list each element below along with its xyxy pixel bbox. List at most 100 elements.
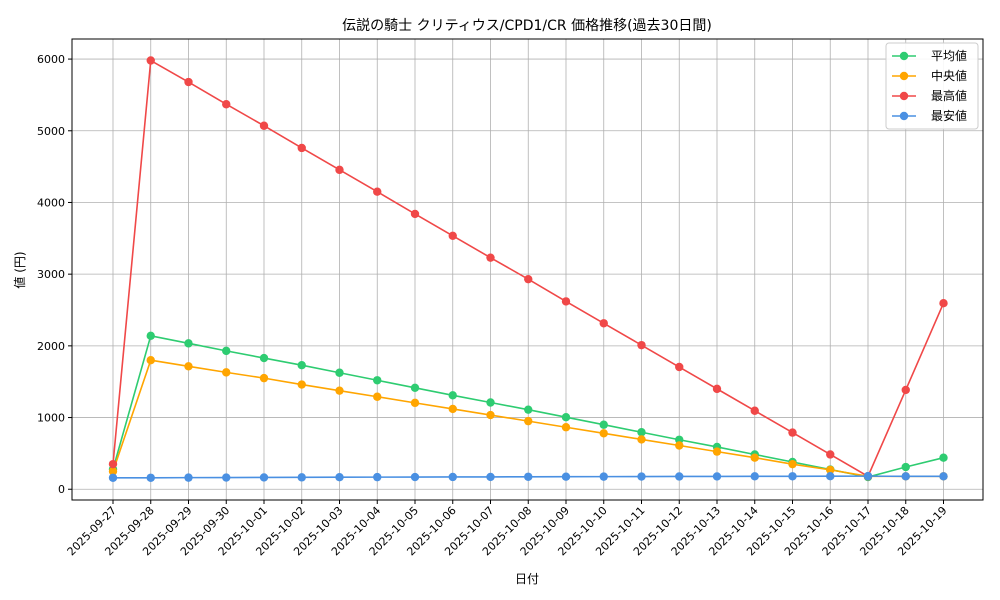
data-point bbox=[222, 346, 231, 356]
data-point bbox=[146, 473, 155, 482]
data-point bbox=[826, 450, 835, 459]
data-point bbox=[561, 472, 571, 481]
data-point bbox=[826, 465, 835, 475]
chart-title: 伝説の騎士 クリティウス/CPD1/CR 価格推移(過去30日間) bbox=[342, 18, 712, 34]
data-point bbox=[788, 428, 797, 437]
data-point bbox=[297, 143, 306, 153]
data-point bbox=[259, 353, 269, 363]
legend-swatch-marker bbox=[899, 91, 909, 101]
data-point bbox=[448, 404, 457, 414]
data-point bbox=[297, 361, 306, 370]
data-point bbox=[561, 412, 571, 422]
series-0 bbox=[108, 331, 948, 482]
data-point bbox=[599, 472, 608, 481]
data-point bbox=[373, 392, 382, 401]
data-point bbox=[788, 459, 797, 469]
series-layer bbox=[108, 56, 948, 482]
data-point bbox=[297, 473, 306, 482]
y-tick-label: 5000 bbox=[37, 125, 65, 138]
legend-swatch-marker bbox=[899, 71, 909, 81]
data-point bbox=[524, 274, 533, 284]
data-point bbox=[410, 398, 420, 408]
legend-item: 平均値 bbox=[892, 48, 967, 63]
y-tick-label: 6000 bbox=[37, 53, 65, 66]
data-point bbox=[675, 472, 684, 481]
legend-item: 中央値 bbox=[892, 68, 967, 83]
x-axis-label: 日付 bbox=[515, 572, 539, 586]
data-point bbox=[259, 473, 269, 482]
y-axis-ticks: 0 1000 2000 3000 4000 5000 6000 bbox=[37, 53, 72, 496]
plot-area bbox=[71, 38, 984, 501]
data-point bbox=[561, 297, 571, 306]
grid-lines bbox=[72, 39, 983, 500]
data-point bbox=[373, 472, 382, 482]
data-point bbox=[448, 472, 457, 482]
y-axis-label: 値 (円) bbox=[12, 251, 27, 288]
data-point bbox=[146, 56, 155, 65]
data-point bbox=[637, 472, 646, 481]
data-point bbox=[108, 459, 118, 469]
data-point bbox=[675, 362, 684, 372]
data-point bbox=[184, 362, 193, 371]
data-point bbox=[637, 340, 646, 350]
data-point bbox=[184, 339, 193, 348]
data-point bbox=[788, 472, 797, 481]
data-point bbox=[599, 429, 608, 438]
data-point bbox=[901, 472, 910, 481]
data-point bbox=[561, 423, 571, 432]
legend-swatch-marker bbox=[899, 51, 909, 61]
data-point bbox=[373, 187, 382, 196]
data-point bbox=[410, 472, 420, 482]
data-point bbox=[901, 462, 910, 472]
data-point bbox=[222, 368, 231, 377]
legend-label: 最高値 bbox=[931, 88, 967, 103]
data-point bbox=[410, 383, 420, 392]
data-point bbox=[939, 298, 948, 308]
y-tick-label: 1000 bbox=[37, 412, 65, 425]
data-point bbox=[108, 467, 118, 476]
data-point bbox=[524, 405, 533, 414]
data-point bbox=[901, 385, 910, 395]
data-point bbox=[373, 376, 382, 385]
data-point bbox=[675, 441, 684, 450]
data-point bbox=[335, 165, 344, 175]
data-point bbox=[939, 472, 948, 481]
data-point bbox=[486, 253, 495, 262]
data-point bbox=[637, 428, 646, 437]
data-point bbox=[599, 420, 608, 429]
data-point bbox=[146, 331, 155, 341]
data-point bbox=[863, 471, 873, 481]
data-point bbox=[524, 416, 533, 426]
legend-item: 最安値 bbox=[892, 108, 967, 123]
data-point bbox=[335, 368, 344, 377]
data-point bbox=[184, 77, 193, 87]
data-point bbox=[448, 231, 457, 241]
data-point bbox=[184, 473, 193, 482]
legend-box bbox=[885, 42, 979, 130]
data-point bbox=[712, 384, 722, 394]
data-point bbox=[448, 391, 457, 400]
data-point bbox=[750, 472, 759, 481]
y-tick-label: 0 bbox=[58, 483, 65, 496]
data-point bbox=[335, 386, 344, 395]
data-point bbox=[146, 355, 155, 365]
series-2 bbox=[108, 56, 948, 481]
data-point bbox=[486, 472, 495, 482]
y-tick-label: 2000 bbox=[37, 340, 65, 353]
data-point bbox=[712, 447, 722, 456]
data-point bbox=[259, 121, 269, 130]
data-point bbox=[712, 472, 722, 481]
data-point bbox=[486, 398, 495, 407]
data-point bbox=[939, 453, 948, 462]
data-point bbox=[222, 100, 231, 109]
series-3 bbox=[108, 471, 948, 482]
data-point bbox=[524, 472, 533, 481]
data-point bbox=[222, 473, 231, 482]
legend-label: 中央値 bbox=[931, 68, 967, 83]
legend-label: 平均値 bbox=[931, 48, 967, 63]
data-point bbox=[108, 473, 118, 482]
data-point bbox=[335, 473, 344, 482]
data-point bbox=[486, 410, 495, 420]
y-tick-label: 3000 bbox=[37, 268, 65, 281]
